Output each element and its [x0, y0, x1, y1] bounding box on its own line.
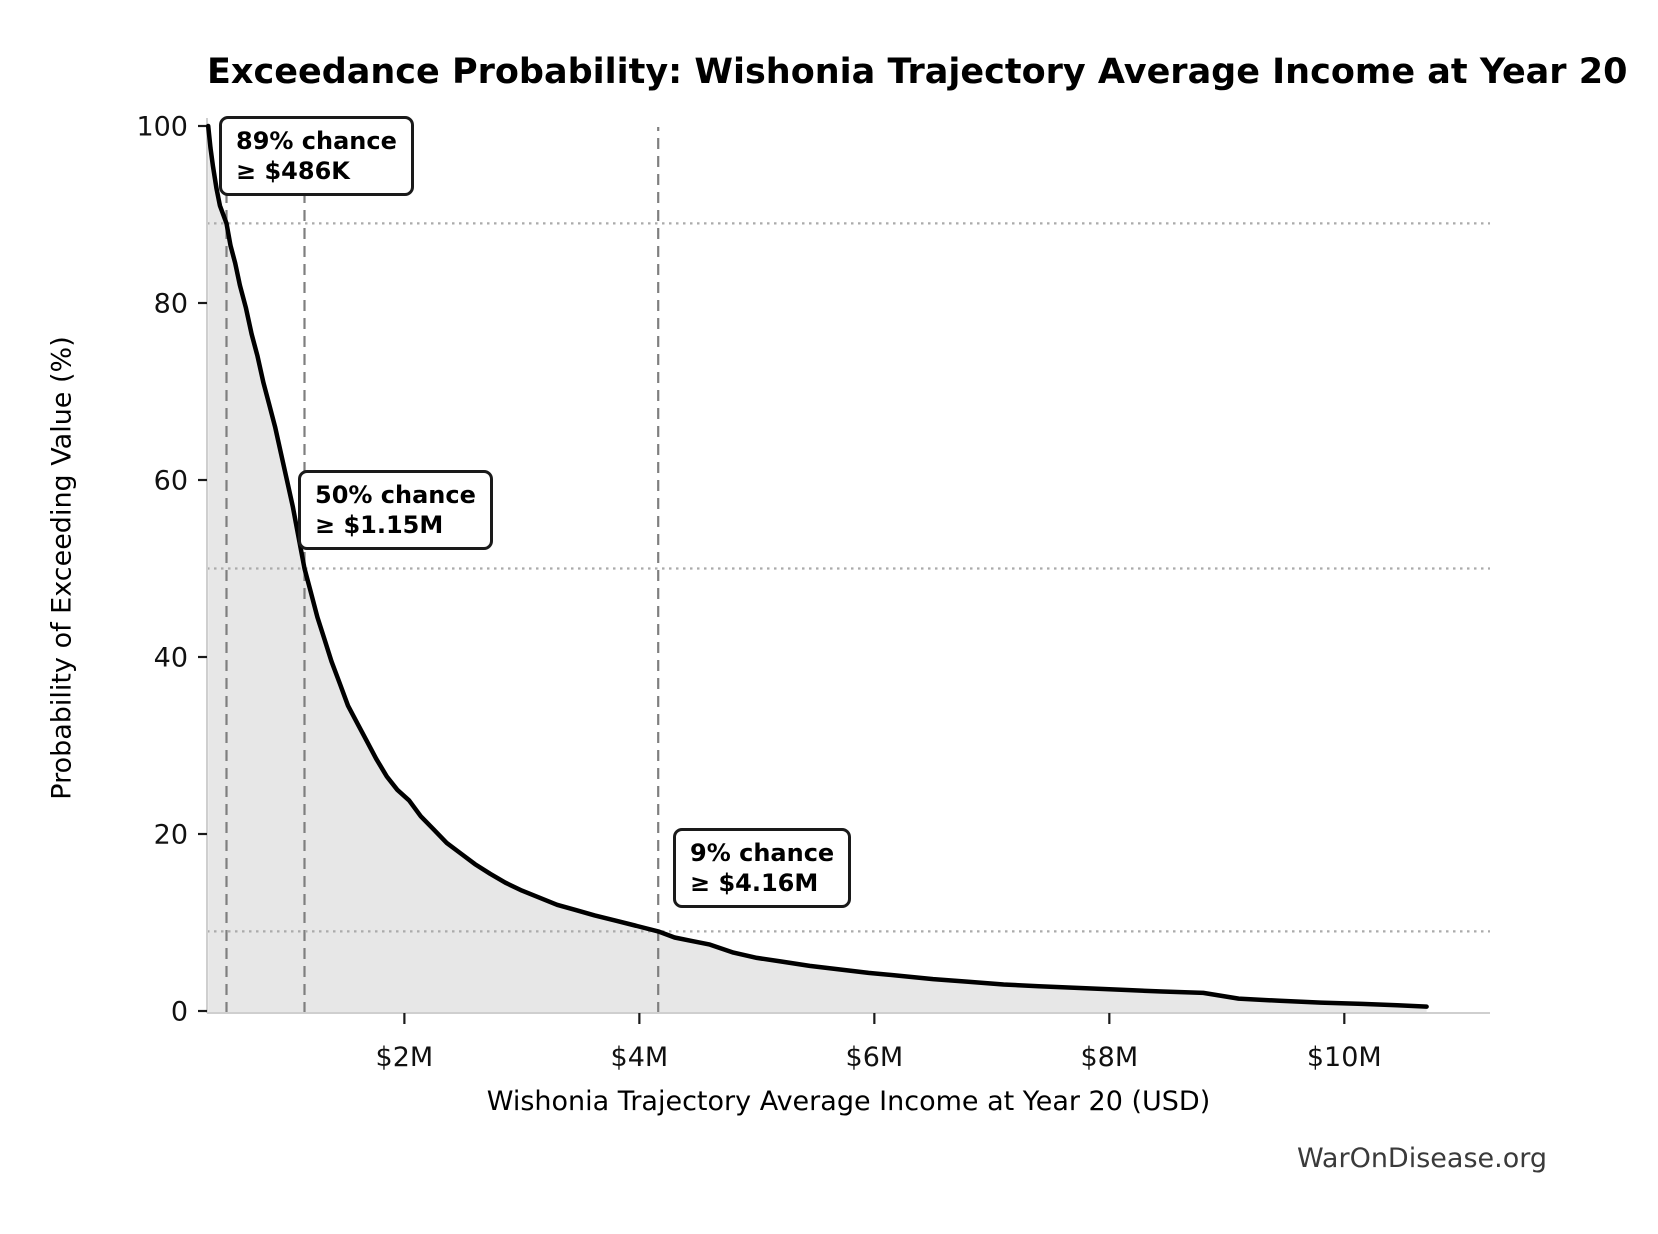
annotation-9-percent: 9% chance ≥ $4.16M	[673, 828, 852, 908]
x-tick-label-8: $8M	[1081, 1042, 1139, 1073]
annotation-line: ≥ $1.15M	[315, 511, 444, 539]
y-tick-label-60: 60	[154, 466, 188, 497]
area-fill	[208, 126, 1427, 1012]
chart-title: Exceedance Probability: Wishonia Traject…	[207, 52, 1628, 92]
x-axis-label: Wishonia Trajectory Average Income at Ye…	[486, 1086, 1211, 1117]
annotation-line: 89% chance	[236, 127, 397, 155]
x-tick-label-10: $10M	[1307, 1042, 1382, 1073]
axis-tick-marks	[198, 124, 1346, 1024]
axes-spines	[206, 118, 1490, 1014]
x-tick-label-4: $4M	[611, 1042, 669, 1073]
y-axis-label: Probability of Exceeding Value (%)	[46, 336, 78, 800]
y-tick-label-0: 0	[171, 997, 188, 1028]
annotation-89-percent: 89% chance ≥ $486K	[219, 116, 414, 196]
annotation-line: 50% chance	[315, 481, 476, 509]
axis-tick-labels: 0 20 40 60 80 100 $2M $4M $6M $8M $10M	[136, 112, 1381, 1074]
y-tick-label-80: 80	[154, 289, 188, 320]
y-tick-label-100: 100	[136, 112, 188, 143]
x-tick-label-2: $2M	[376, 1042, 434, 1073]
y-tick-label-40: 40	[154, 643, 188, 674]
y-tick-label-20: 20	[154, 820, 188, 851]
annotation-line: ≥ $486K	[236, 157, 350, 185]
annotation-50-percent: 50% chance ≥ $1.15M	[298, 470, 493, 550]
exceedance-curve	[205, 123, 1429, 1009]
annotation-line: 9% chance	[690, 839, 835, 867]
x-tick-label-6: $6M	[846, 1042, 904, 1073]
annotation-line: ≥ $4.16M	[690, 869, 819, 897]
exceedance-line	[205, 123, 1429, 1009]
area-under-curve	[208, 126, 1427, 1012]
watermark-text: WarOnDisease.org	[1296, 1143, 1547, 1174]
